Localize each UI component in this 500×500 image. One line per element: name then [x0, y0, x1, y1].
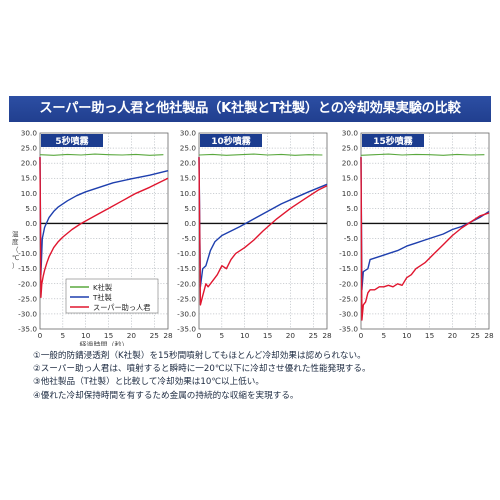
- series-line-s: [360, 157, 490, 321]
- y-tick-label: 0.0: [184, 219, 196, 228]
- series-line-k: [39, 153, 164, 156]
- x-tick-label: 20: [286, 331, 296, 340]
- legend-label: K社製: [93, 283, 112, 292]
- series-line-k: [198, 153, 323, 156]
- series-line-t: [39, 157, 169, 276]
- y-tick-label: -10.0: [177, 249, 196, 258]
- chart-panel: 30.0 25.0 20.0 15.0 10.0 5.0 0.0 -5.0 -10.0 -15.0…: [339, 129, 494, 341]
- y-tick-label: -20.0: [177, 279, 196, 288]
- series-line-s: [39, 157, 169, 299]
- x-tick-label: 15: [104, 331, 113, 340]
- x-tick-label: 28: [163, 331, 173, 340]
- x-tick-label: 28: [322, 331, 332, 340]
- y-tick-label: 0.0: [346, 219, 358, 228]
- y-tick-label: -20.0: [339, 279, 358, 288]
- y-tick-label: 25.0: [21, 144, 38, 153]
- panel-title: 10秒噴霧: [211, 135, 252, 147]
- y-tick-label: 5.0: [184, 204, 196, 213]
- y-tick-label: -20.0: [18, 279, 37, 288]
- series-line-t: [198, 157, 328, 288]
- x-tick-label: 10: [81, 331, 91, 340]
- x-tick-label: 25: [471, 331, 480, 340]
- series-line-k: [360, 153, 485, 156]
- y-tick-label: -35.0: [339, 325, 358, 334]
- x-tick-label: 5: [61, 331, 66, 340]
- chart-area: 30.0 25.0 20.0 15.0 10.0 5.0 0.0 -5.0 -10.0 -15.0…: [12, 129, 494, 347]
- y-tick-label: 20.0: [342, 159, 359, 168]
- y-tick-label: -5.0: [23, 234, 38, 243]
- y-tick-label: -30.0: [18, 309, 37, 318]
- y-tick-label: -25.0: [177, 294, 196, 303]
- y-tick-label: -10.0: [339, 249, 358, 258]
- x-tick-label: 20: [127, 331, 137, 340]
- y-tick-label: 25.0: [180, 144, 197, 153]
- x-tick-label: 25: [150, 331, 159, 340]
- x-tick-label: 20: [448, 331, 458, 340]
- x-tick-label: 10: [240, 331, 250, 340]
- x-tick-label: 28: [484, 331, 494, 340]
- y-tick-label: -30.0: [177, 309, 196, 318]
- series-line-s: [198, 157, 328, 306]
- x-tick-label: 25: [309, 331, 318, 340]
- legend-label: スーパー助っ人君: [93, 303, 150, 312]
- y-tick-label: -35.0: [177, 325, 196, 334]
- panel-title: 15秒噴霧: [373, 135, 414, 147]
- y-tick-label: -25.0: [339, 294, 358, 303]
- x-tick-label: 15: [263, 331, 272, 340]
- x-tick-label: 10: [402, 331, 412, 340]
- note-item: ①一般的防錆浸透剤（K社製）を15秒間噴射してもほとんど冷却効果は認められない。: [33, 351, 366, 361]
- y-tick-label: 20.0: [180, 159, 197, 168]
- page-title: スーパー助っ人君と他社製品（K社製とT社製）との冷却効果実験の比較: [9, 96, 491, 122]
- panel-title-tab: [200, 134, 262, 147]
- y-tick-label: 30.0: [180, 129, 197, 138]
- y-tick-label: 20.0: [21, 159, 38, 168]
- chart-panel: 30.0 25.0 20.0 15.0 10.0 5.0 0.0 -5.0 -10.0 -15.0…: [18, 129, 173, 341]
- plot-frame: [360, 132, 490, 330]
- x-tick-label: 15: [425, 331, 434, 340]
- y-tick-label: 25.0: [342, 144, 359, 153]
- y-tick-label: -5.0: [344, 234, 359, 243]
- legend-label: T社製: [92, 293, 112, 302]
- panel-title: 5秒噴霧: [55, 135, 89, 147]
- y-tick-label: 10.0: [342, 189, 359, 198]
- y-tick-label: -15.0: [177, 264, 196, 273]
- y-tick-label: 10.0: [21, 189, 38, 198]
- y-tick-label: 15.0: [21, 174, 38, 183]
- x-axis-label: 経過時間（秒）: [80, 340, 129, 346]
- y-tick-label: 5.0: [346, 204, 358, 213]
- panel-title-tab: [41, 134, 103, 147]
- y-tick-label: 30.0: [342, 129, 359, 138]
- notes-list: ①一般的防錆浸透剤（K社製）を15秒間噴射してもほとんど冷却効果は認められない。…: [33, 350, 493, 403]
- y-tick-label: 15.0: [342, 174, 359, 183]
- y-tick-label: -30.0: [339, 309, 358, 318]
- y-tick-label: -35.0: [18, 325, 37, 334]
- y-tick-label: 0.0: [25, 219, 37, 228]
- y-tick-label: 15.0: [180, 174, 197, 183]
- x-tick-label: 5: [220, 331, 225, 340]
- y-tick-label: 10.0: [180, 189, 197, 198]
- y-tick-label: 30.0: [21, 129, 38, 138]
- y-tick-label: 5.0: [25, 204, 37, 213]
- x-tick-label: 0: [359, 331, 364, 340]
- y-tick-label: -5.0: [182, 234, 197, 243]
- series-line-t: [360, 157, 490, 291]
- y-tick-label: -15.0: [18, 264, 37, 273]
- note-item: ②スーパー助っ人君は、噴射すると瞬時に一20℃以下に冷却させ優れた性能発現する。: [33, 364, 371, 375]
- y-tick-label: -15.0: [339, 264, 358, 273]
- note-item: ③他社製品（T社製）と比較して冷却効果は10℃以上低い。: [33, 377, 264, 388]
- y-tick-label: -10.0: [18, 249, 37, 258]
- y-tick-label: -25.0: [18, 294, 37, 303]
- x-tick-label: 0: [38, 331, 43, 340]
- x-tick-label: 5: [382, 331, 387, 340]
- x-tick-label: 0: [197, 331, 202, 340]
- panel-title-tab: [362, 134, 424, 147]
- note-item: ④優れた冷却保持時間を有するため金属の持続的な収縮を実現する。: [33, 390, 299, 401]
- chart-panel: 30.0 25.0 20.0 15.0 10.0 5.0 0.0 -5.0 -10.0 -15.0…: [177, 129, 332, 341]
- y-axis-label: 温度（℃）: [12, 229, 19, 270]
